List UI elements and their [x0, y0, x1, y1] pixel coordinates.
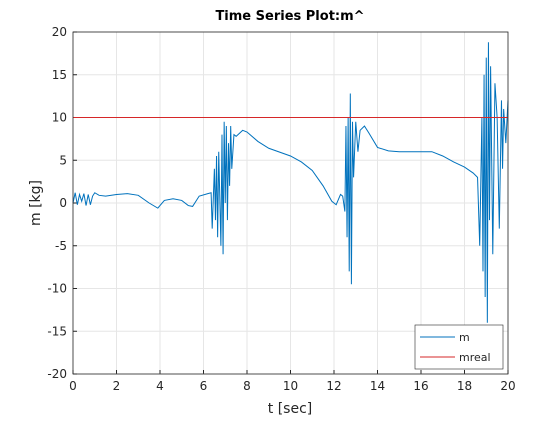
y-tick-label: -5	[55, 239, 67, 253]
x-axis-label: t [sec]	[268, 401, 312, 417]
x-tick-label: 12	[326, 379, 341, 393]
y-tick-label: 0	[59, 196, 67, 210]
y-tick-label: 10	[52, 111, 67, 125]
y-tick-label: -10	[47, 282, 67, 296]
x-tick-label: 6	[200, 379, 208, 393]
x-tick-label: 4	[156, 379, 164, 393]
x-tick-label: 2	[113, 379, 121, 393]
chart-title: Time Series Plot:m^	[215, 9, 364, 24]
x-tick-label: 0	[69, 379, 77, 393]
y-axis-label: m [kg]	[28, 180, 44, 226]
y-tick-label: 15	[52, 68, 67, 82]
legend-box	[414, 324, 504, 370]
x-tick-label: 18	[457, 379, 472, 393]
axes-box	[72, 31, 509, 375]
x-tick-label: 16	[413, 379, 428, 393]
y-tick-label: -15	[47, 324, 67, 338]
y-tick-label: 5	[59, 153, 67, 167]
legend-label: m	[459, 331, 470, 344]
x-tick-label: 20	[500, 379, 515, 393]
y-tick-label: 20	[52, 25, 67, 39]
y-tick-label: -20	[47, 367, 67, 381]
x-tick-label: 10	[283, 379, 298, 393]
x-tick-label: 14	[370, 379, 385, 393]
legend-label: mreal	[459, 351, 491, 364]
series-line	[72, 42, 509, 323]
x-tick-label: 8	[243, 379, 251, 393]
